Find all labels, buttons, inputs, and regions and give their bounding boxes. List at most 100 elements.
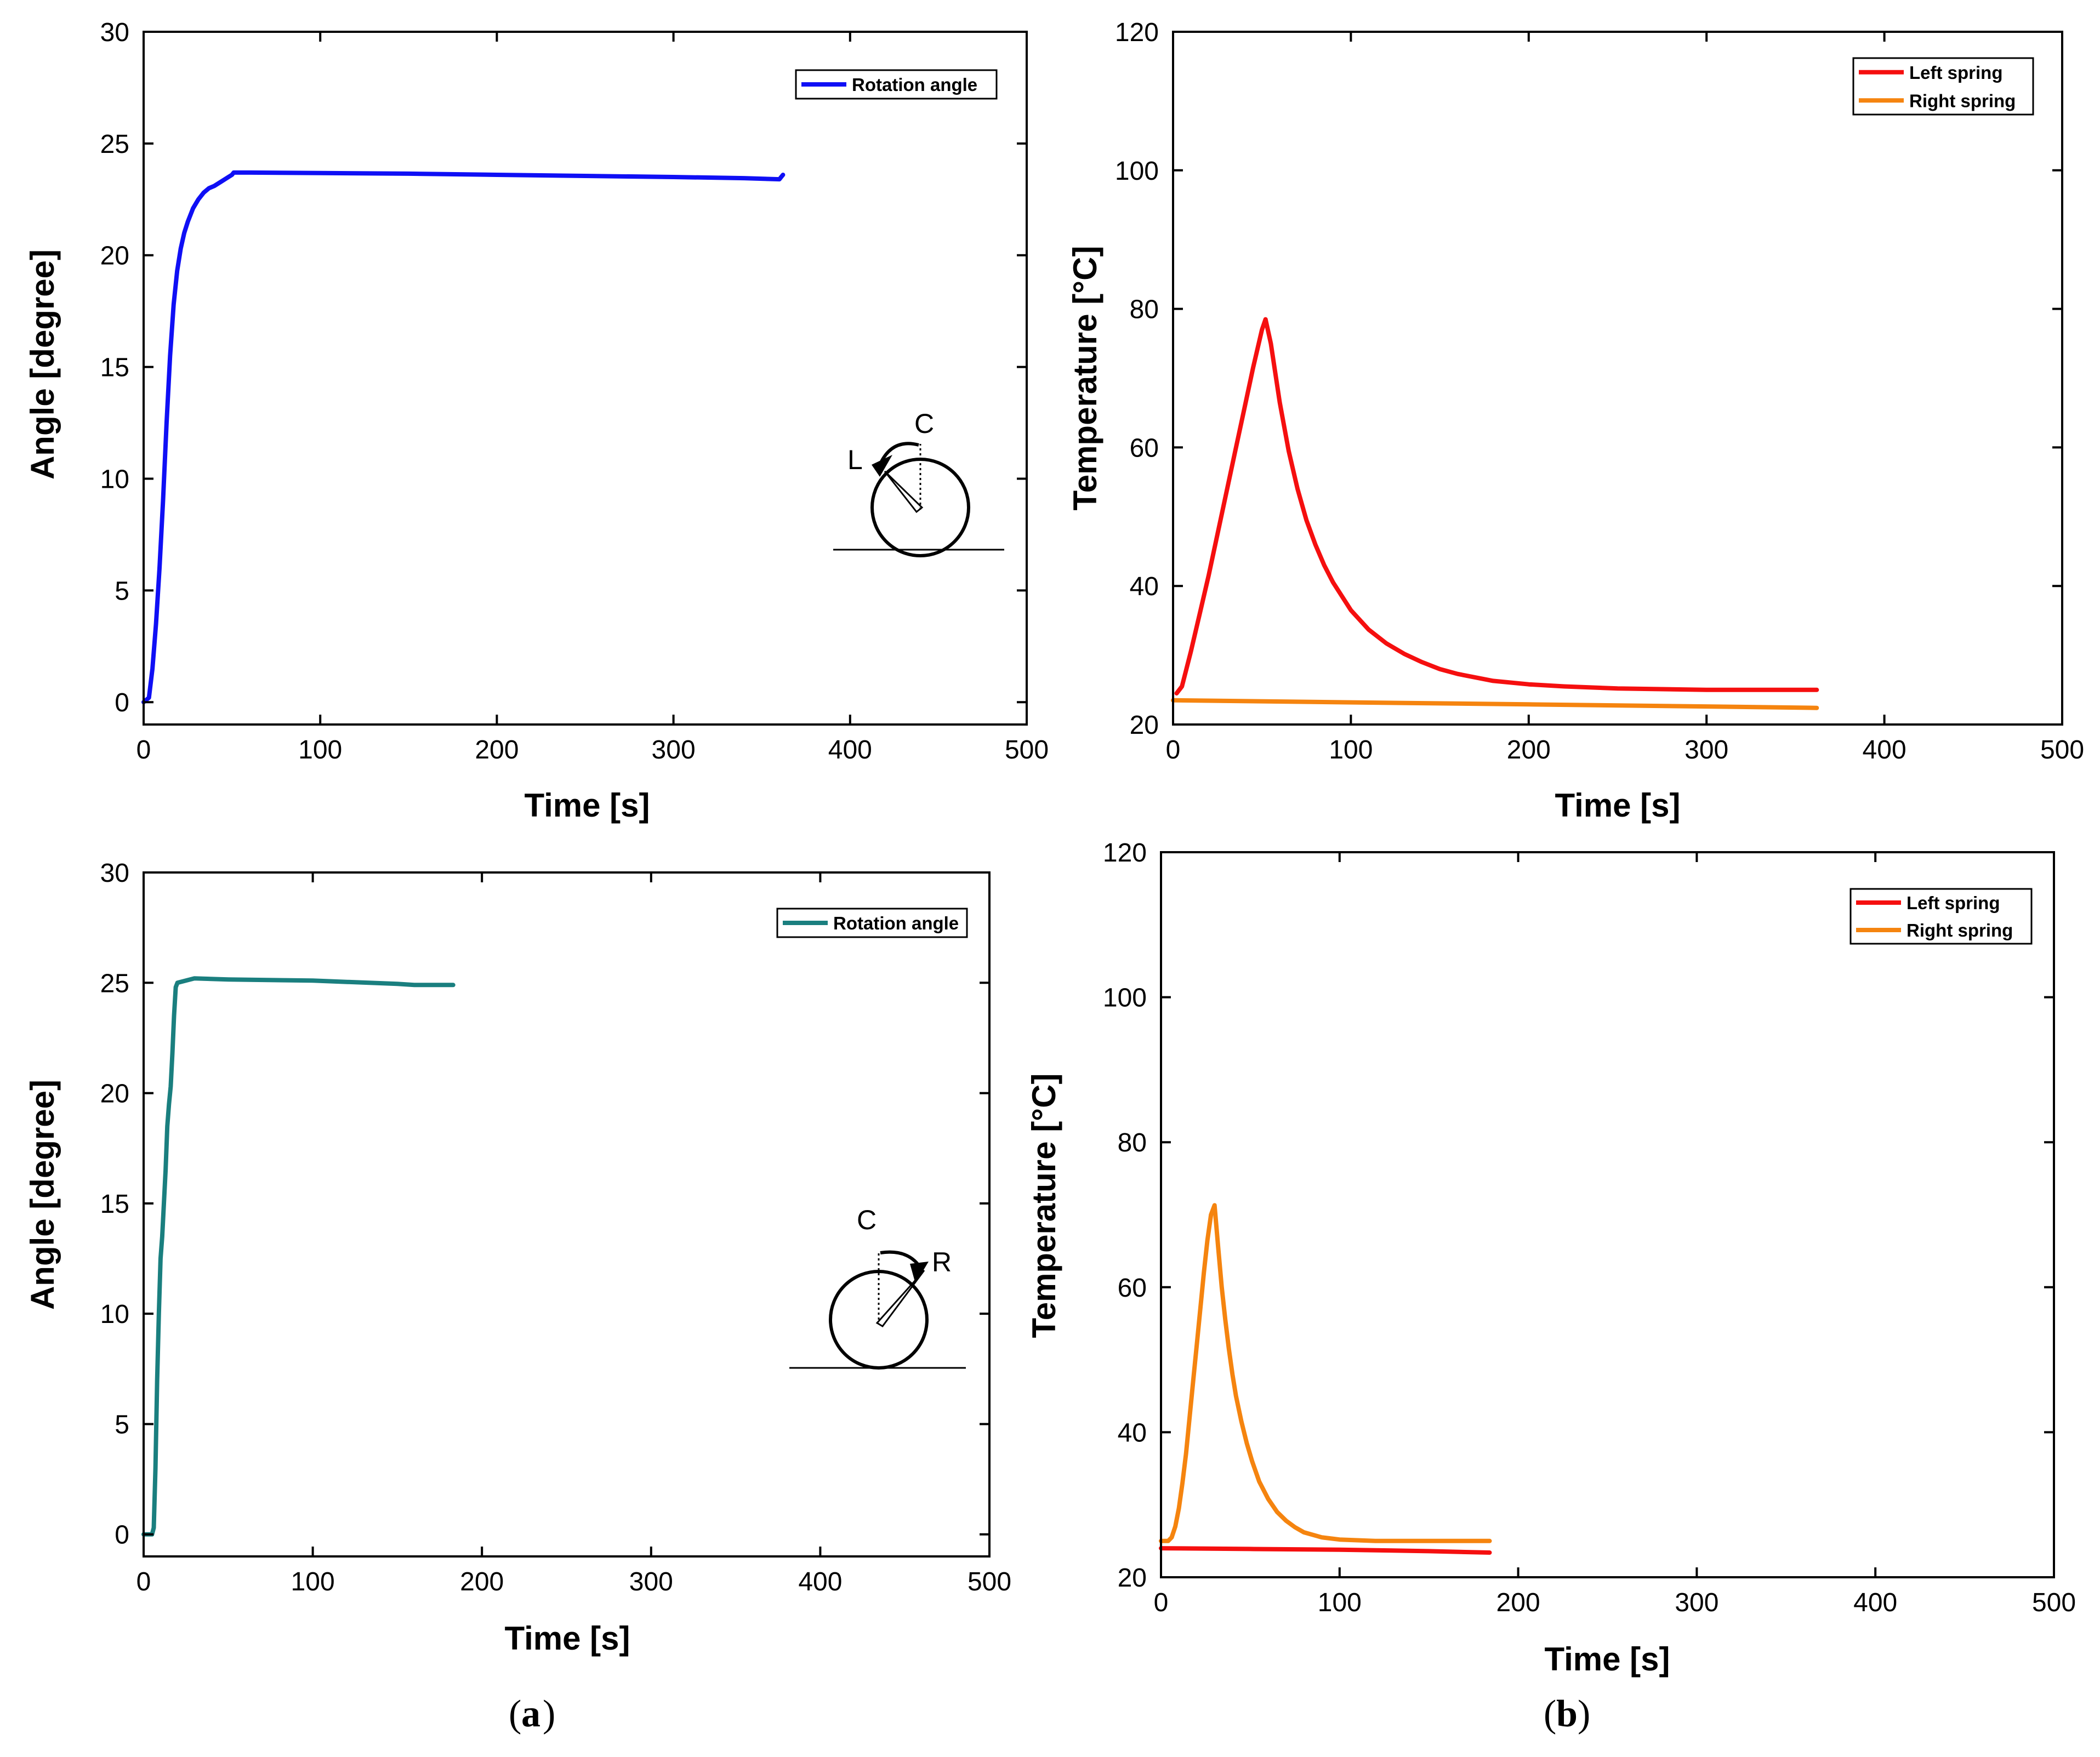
y-axis-title: Temperature [°C] — [1026, 1074, 1062, 1338]
y-tick-label: 60 — [1130, 433, 1159, 463]
chart-temperature-left: 0 100 200 300 400 500 20 40 60 80 100 120 Left spri… — [1067, 18, 2084, 824]
x-tick-label: 300 — [1684, 735, 1728, 765]
plot-frame — [143, 871, 991, 1558]
y-tick-label: 10 — [100, 1300, 129, 1329]
axis-ticks: 0 100 200 300 400 500 0 5 10 15 20 25 30 — [100, 859, 1011, 1596]
y-axis-title: Angle [degree] — [24, 1080, 61, 1310]
legend: Left spring Right spring — [1849, 888, 2033, 945]
y-tick-label: 120 — [1115, 18, 1159, 47]
x-tick-label: 0 — [136, 735, 151, 765]
plot-frame — [1160, 851, 2055, 1578]
rotation-arrow-left — [880, 442, 919, 463]
x-tick-label: 400 — [798, 1567, 842, 1596]
legend-label: Left spring — [1909, 62, 2003, 83]
y-tick-label: 0 — [115, 688, 129, 717]
series-line-left-spring — [1174, 317, 1819, 696]
caption-b-close: ) — [1578, 1693, 1590, 1735]
series-line-rotation-angle — [141, 976, 456, 1537]
y-axis-title: Temperature [°C] — [1067, 246, 1103, 511]
x-tick-label: 200 — [1507, 735, 1551, 765]
x-tick-label: 400 — [1863, 735, 1906, 765]
x-axis-title: Time [s] — [525, 787, 650, 824]
x-tick-label: 400 — [1853, 1588, 1897, 1617]
caption-b-letter: b — [1556, 1693, 1578, 1735]
plot-lines — [1159, 1203, 1492, 1555]
x-tick-label: 0 — [136, 1567, 151, 1596]
x-tick-label: 100 — [298, 735, 342, 765]
y-tick-label: 60 — [1118, 1274, 1147, 1303]
x-axis-title: Time [s] — [1545, 1641, 1670, 1678]
y-tick-label: 10 — [100, 465, 129, 494]
caption-b: ( b ) — [1544, 1693, 1590, 1735]
x-tick-label: 400 — [828, 735, 872, 765]
y-tick-label: 40 — [1118, 1418, 1147, 1447]
y-tick-label: 15 — [100, 353, 129, 383]
x-tick-label: 100 — [291, 1567, 335, 1596]
plot-lines — [141, 976, 456, 1537]
legend: Rotation angle — [776, 908, 968, 938]
legend-label: Left spring — [1906, 893, 2000, 913]
y-tick-label: 20 — [1130, 711, 1159, 740]
x-tick-label: 500 — [2032, 1588, 2076, 1617]
legend: Left spring Right spring — [1852, 57, 2034, 116]
legend-box — [1849, 888, 2033, 945]
x-tick-label: 0 — [1154, 1588, 1169, 1617]
legend-box — [1852, 57, 2034, 116]
label-r: R — [932, 1247, 952, 1277]
y-tick-label: 30 — [100, 859, 129, 888]
caption-b-open: ( — [1544, 1693, 1556, 1735]
y-tick-label: 25 — [100, 969, 129, 998]
y-tick-label: 80 — [1118, 1128, 1147, 1157]
y-tick-label: 15 — [100, 1190, 129, 1219]
y-tick-label: 20 — [1118, 1564, 1147, 1593]
label-l: L — [847, 444, 863, 475]
y-tick-label: 20 — [100, 1080, 129, 1109]
y-tick-label: 80 — [1130, 295, 1159, 324]
plot-frame — [143, 31, 1028, 726]
plot-frame — [1172, 31, 2063, 726]
y-tick-label: 40 — [1130, 572, 1159, 601]
label-c: C — [914, 408, 934, 439]
y-tick-label: 0 — [115, 1521, 129, 1550]
chart-rotation-angle-left: 0 100 200 300 400 500 0 5 10 15 20 25 30 Rotation an… — [24, 18, 1049, 824]
series-line-rotation-angle — [141, 170, 786, 705]
axis-ticks: 0 100 200 300 400 500 20 40 60 80 100 120 — [1115, 18, 2084, 765]
rotation-inset-left: C L — [833, 408, 1004, 557]
x-axis-title: Time [s] — [1555, 787, 1681, 824]
x-tick-label: 300 — [652, 735, 696, 765]
series-line-left-spring — [1159, 1546, 1492, 1555]
y-tick-label: 30 — [100, 18, 129, 47]
y-tick-label: 20 — [100, 242, 129, 271]
caption-a-close: ) — [543, 1693, 555, 1735]
axis-ticks: 0 100 200 300 400 500 0 5 10 15 20 25 30 — [100, 18, 1049, 765]
arrowhead-right — [910, 1262, 929, 1283]
x-tick-label: 200 — [460, 1567, 504, 1596]
arrowhead-left — [872, 455, 892, 477]
y-tick-label: 120 — [1103, 838, 1147, 868]
x-tick-label: 100 — [1329, 735, 1373, 765]
x-tick-label: 500 — [968, 1567, 1011, 1596]
wheel-circle — [829, 1270, 929, 1370]
plot-lines — [1171, 317, 1819, 710]
series-line-right-spring — [1171, 698, 1819, 710]
x-axis-title: Time [s] — [505, 1620, 630, 1657]
series-line-right-spring — [1159, 1203, 1492, 1543]
x-tick-label: 200 — [1496, 1588, 1540, 1617]
legend: Rotation angle — [795, 69, 998, 100]
chart-temperature-right: 0 100 200 300 400 500 20 40 60 80 100 120 Left spri… — [1026, 838, 2076, 1678]
legend-label: Right spring — [1906, 920, 2013, 940]
x-tick-label: 500 — [1005, 735, 1049, 765]
legend-label: Rotation angle — [833, 913, 959, 933]
y-tick-label: 100 — [1115, 157, 1159, 186]
y-tick-label: 5 — [115, 577, 129, 606]
y-tick-label: 25 — [100, 130, 129, 159]
rotation-inset-right: C R — [789, 1205, 966, 1370]
chart-rotation-angle-right: 0 100 200 300 400 500 0 5 10 15 20 25 30 Rotation an… — [24, 859, 1011, 1657]
caption-a-open: ( — [509, 1693, 521, 1735]
label-c: C — [857, 1205, 877, 1235]
y-tick-label: 100 — [1103, 984, 1147, 1013]
legend-label: Rotation angle — [852, 75, 977, 95]
x-tick-label: 100 — [1318, 1588, 1362, 1617]
x-tick-label: 300 — [1675, 1588, 1718, 1617]
